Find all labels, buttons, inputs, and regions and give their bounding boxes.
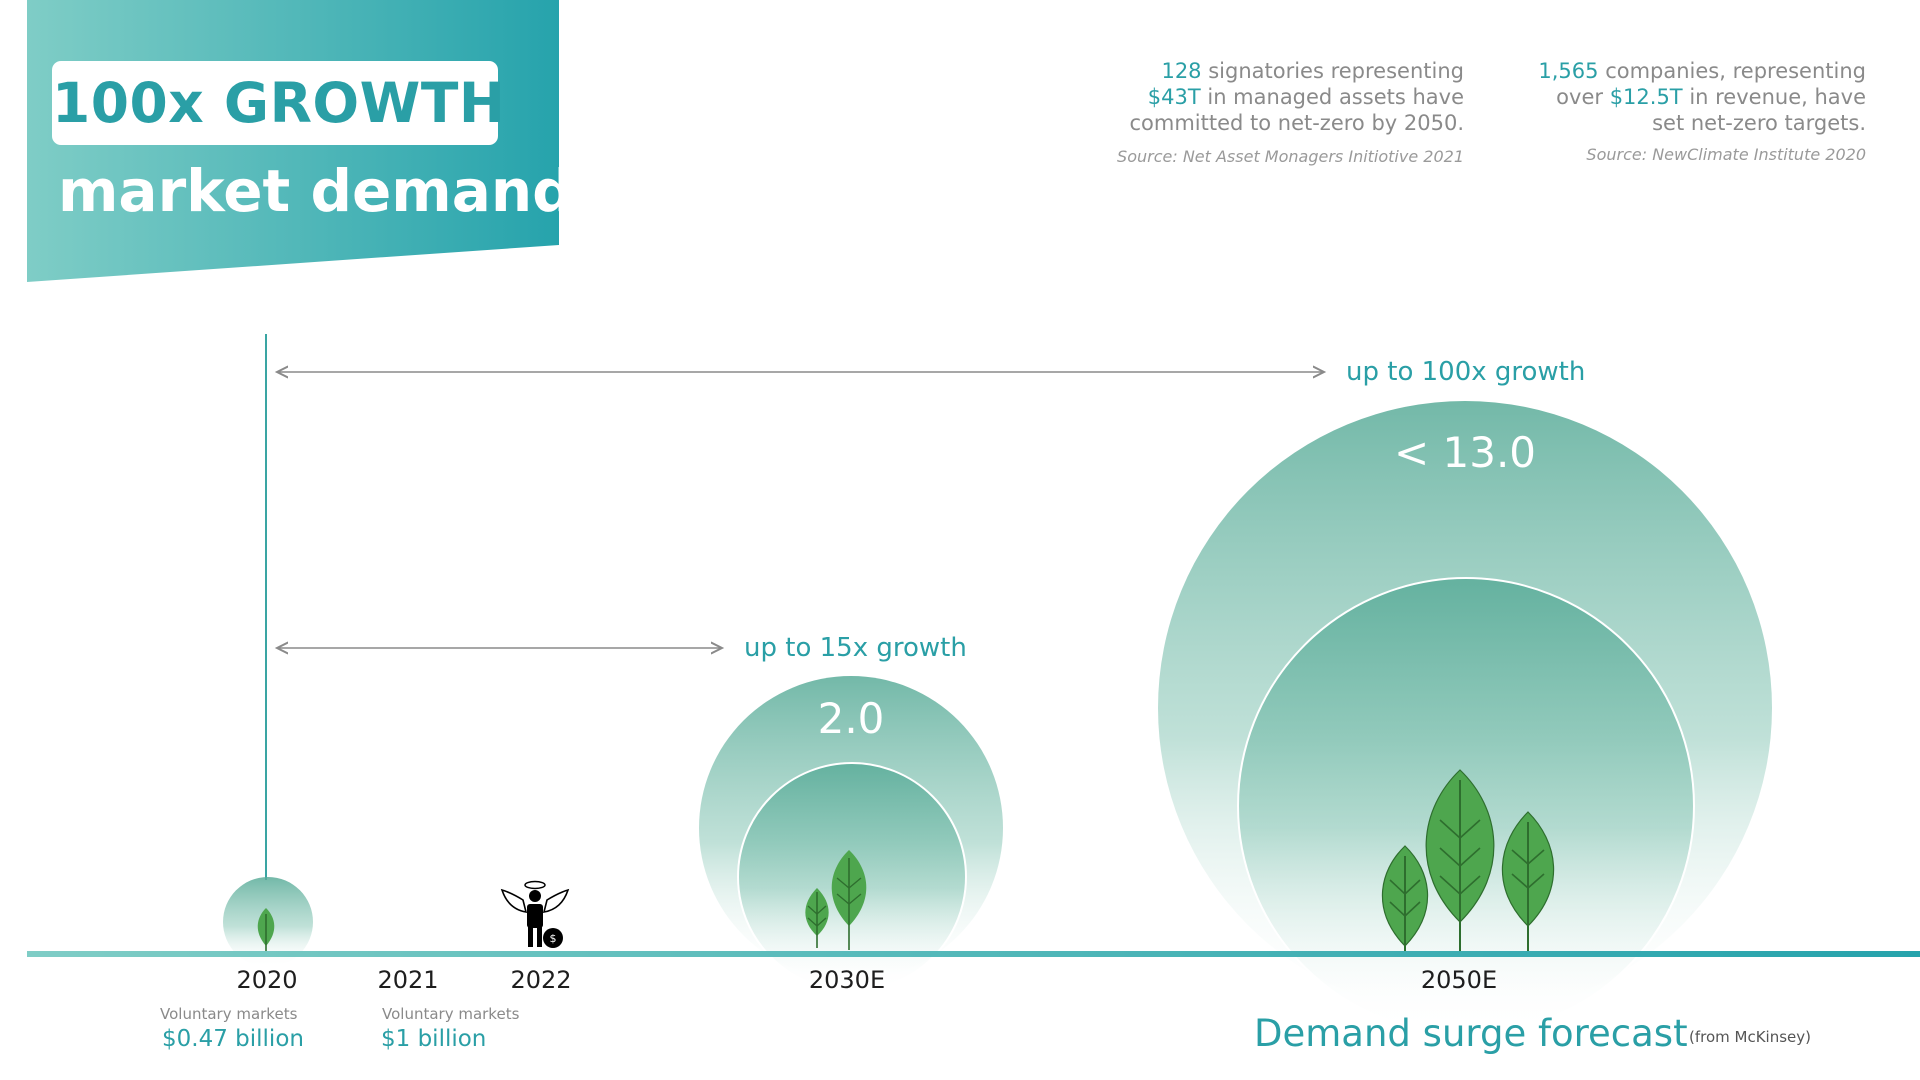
stat-signatories-source: Source: Net Asset Monagers Initiotive 20…: [1117, 147, 1464, 166]
title-box: [52, 61, 498, 145]
growth-label-15x: up to 15x growth: [744, 633, 967, 663]
stat-companies-revenue: $12.5T: [1609, 85, 1683, 109]
tree-2050-left-icon: [1381, 845, 1429, 952]
svg-text:$: $: [550, 932, 557, 945]
stat-companies-text-3: set net-zero targets.: [1652, 111, 1866, 135]
stat-companies-source: Source: NewClimate Institute 2020: [1586, 145, 1866, 164]
stat-companies: 1,565 companies, representing over $12.5…: [1538, 58, 1866, 136]
year-2020: 2020: [236, 966, 298, 994]
market-label-2020: Voluntary markets: [160, 1005, 298, 1023]
value-2030: 2.0: [817, 694, 885, 743]
tree-2030-large-icon: [831, 850, 867, 950]
market-value-2021: $1 billion: [381, 1026, 487, 1052]
year-2021: 2021: [377, 966, 439, 994]
stat-signatories-text-2: in managed assets have: [1200, 85, 1464, 109]
stat-companies-text: companies, representing: [1598, 59, 1866, 83]
market-label-2021: Voluntary markets: [382, 1005, 520, 1023]
stat-companies-count: 1,565: [1538, 59, 1599, 83]
stat-signatories: 128 signatories representing $43T in man…: [1129, 58, 1464, 136]
tree-2030-small-icon: [805, 888, 829, 948]
forecast-title: Demand surge forecast: [1254, 1012, 1688, 1055]
growth-label-100x: up to 100x growth: [1346, 357, 1586, 387]
stat-companies-text-2: in revenue, have: [1682, 85, 1866, 109]
stat-signatories-text-3: committed to net-zero by 2050.: [1129, 111, 1464, 135]
tree-2050-right-icon: [1501, 811, 1555, 952]
stat-companies-text-pre: over: [1556, 85, 1610, 109]
market-value-2020: $0.47 billion: [162, 1026, 304, 1052]
tree-2050-center-icon: [1425, 769, 1495, 952]
value-2050: < 13.0: [1393, 428, 1537, 477]
page-title: 100x GROWTH: [52, 71, 506, 135]
year-2050e: 2050E: [1420, 966, 1498, 994]
tree-2020-icon: [257, 908, 275, 952]
stat-signatories-count: 128: [1161, 59, 1202, 83]
stat-signatories-assets: $43T: [1147, 85, 1201, 109]
timeline-axis: [27, 951, 1920, 957]
angel-investor-icon: $: [500, 880, 570, 948]
page-subtitle: market demand: [58, 157, 574, 225]
year-2022: 2022: [510, 966, 572, 994]
year-2030e: 2030E: [808, 966, 886, 994]
stat-signatories-text: signatories representing: [1201, 59, 1464, 83]
forecast-source-note: (from McKinsey): [1689, 1028, 1811, 1046]
